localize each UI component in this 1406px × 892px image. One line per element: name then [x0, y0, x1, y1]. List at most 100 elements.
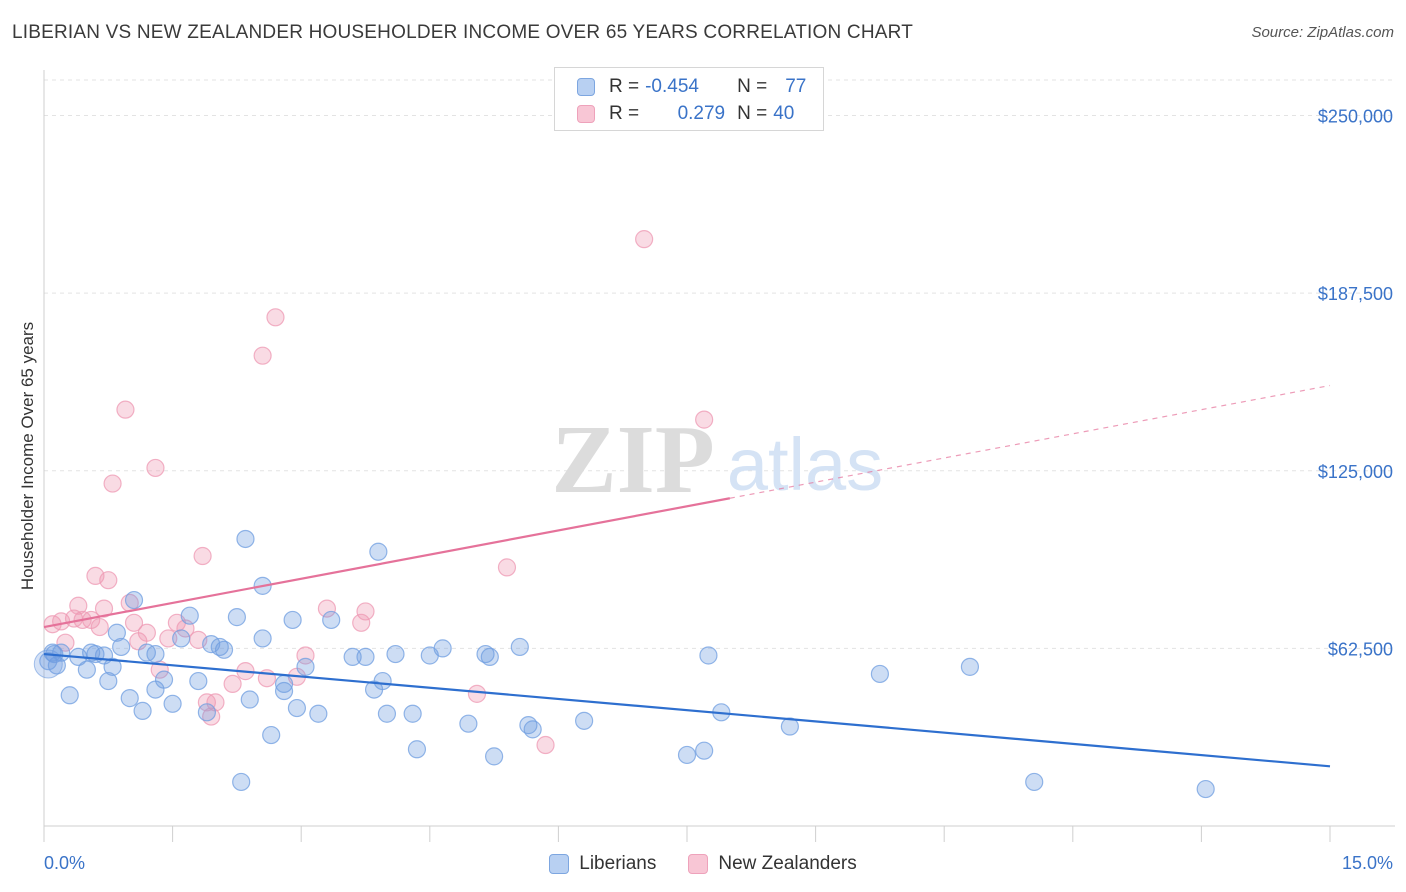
data-point-liberian — [309, 704, 328, 723]
data-point-liberian — [133, 701, 152, 721]
data-point-liberian — [386, 644, 405, 664]
data-point-new-zealander — [90, 617, 109, 637]
legend-r-label: R = — [609, 103, 640, 124]
data-point-new-zealander — [193, 546, 212, 566]
data-point-liberian — [180, 606, 199, 625]
legend-label-new-zealanders: New Zealanders — [718, 853, 857, 874]
data-point-new-zealander — [695, 410, 714, 429]
data-point-liberian — [146, 644, 165, 664]
data-point-new-zealander — [223, 674, 242, 694]
data-point-liberian — [433, 639, 452, 658]
data-point-new-zealander — [356, 602, 375, 621]
data-point-liberian — [172, 629, 191, 648]
watermark: ZIP atlas — [551, 406, 883, 514]
data-point-liberian — [39, 652, 58, 671]
data-point-liberian — [99, 671, 118, 691]
data-point-liberian — [510, 637, 529, 657]
data-point-liberian — [356, 647, 375, 667]
data-point-new-zealander — [69, 596, 88, 615]
data-point-new-zealander — [253, 346, 272, 365]
data-point-new-zealander — [94, 599, 114, 618]
data-point-liberian — [1025, 772, 1044, 792]
data-point-liberian — [870, 664, 890, 684]
data-point-liberian — [124, 590, 144, 610]
data-point-liberian — [283, 610, 302, 630]
data-point-new-zealander — [159, 629, 178, 648]
x-tick-label: 15.0% — [1342, 853, 1393, 873]
data-point-liberian — [377, 704, 397, 723]
y-tick-label: $125,000 — [1318, 462, 1393, 482]
data-point-liberian — [120, 689, 139, 708]
correlation-legend: R = -0.454 N = 77 R = 0.279 N = 40 — [554, 67, 824, 131]
data-point-liberian — [274, 681, 294, 701]
data-point-new-zealander — [352, 613, 371, 632]
legend-n-value: 40 — [773, 103, 795, 124]
legend-r-label: R = — [609, 76, 640, 97]
data-point-new-zealander — [137, 623, 156, 642]
data-point-liberian — [163, 694, 182, 713]
data-point-new-zealander — [497, 558, 517, 577]
data-point-liberian — [403, 704, 422, 723]
data-point-liberian — [407, 740, 427, 759]
legend-swatch-new-zealanders — [688, 854, 709, 874]
data-point-liberian — [287, 698, 307, 718]
data-point-liberian — [575, 711, 594, 730]
data-point-liberian — [780, 717, 799, 736]
trend-line-new-zealanders-projection — [729, 384, 1331, 499]
chart-source: Source: ZipAtlas.com — [1251, 24, 1394, 41]
data-point-liberian — [154, 670, 174, 689]
data-point-new-zealander — [99, 571, 118, 590]
data-point-new-zealander — [124, 613, 144, 632]
data-point-new-zealander — [467, 684, 487, 703]
data-point-liberian — [960, 657, 980, 676]
data-point-liberian — [480, 647, 499, 667]
y-tick-label: $250,000 — [1318, 107, 1393, 127]
liberians-points — [33, 529, 1215, 799]
legend-row-liberians: R = -0.454 N = 77 — [577, 74, 806, 100]
data-point-new-zealander — [146, 458, 165, 478]
legend-swatch-new-zealanders — [577, 105, 595, 123]
legend-r-value: 0.279 — [677, 103, 726, 124]
legend-item-liberians[interactable]: Liberians — [549, 853, 656, 875]
data-point-liberian — [240, 690, 259, 709]
legend-swatch-liberians — [549, 854, 570, 874]
data-point-liberian — [459, 714, 478, 733]
tick-labels: $62,500 $125,000 $187,500 $250,000 0.0% 15.0% — [44, 107, 1393, 873]
data-point-new-zealander — [536, 735, 555, 755]
data-point-new-zealander — [317, 599, 337, 618]
legend-n-label: N = — [737, 76, 768, 97]
data-point-new-zealander — [56, 633, 75, 652]
data-point-liberian — [369, 542, 388, 561]
legend-n-value: 77 — [785, 76, 807, 97]
new-zealanders-points — [43, 230, 714, 755]
x-tick-label: 0.0% — [44, 853, 85, 873]
gridlines — [44, 79, 1395, 649]
legend-n-label: N = — [737, 103, 768, 124]
data-point-new-zealander — [635, 230, 654, 249]
data-point-liberian — [343, 647, 362, 667]
legend-row-new-zealanders: R = 0.279 N = 40 — [577, 101, 794, 127]
trend-lines — [43, 384, 1331, 768]
legend-swatch-liberians — [577, 78, 595, 96]
data-point-liberian — [695, 741, 714, 760]
data-point-liberian — [677, 745, 697, 765]
watermark-zip: ZIP — [551, 406, 714, 514]
data-point-liberian — [699, 646, 718, 665]
data-point-liberian — [60, 686, 79, 705]
data-point-liberian — [274, 674, 294, 694]
watermark-atlas: atlas — [727, 423, 883, 506]
legend-item-new-zealanders[interactable]: New Zealanders — [688, 853, 857, 875]
data-point-liberian — [112, 637, 131, 657]
legend-r-value: -0.454 — [645, 76, 699, 97]
y-tick-label: $62,500 — [1328, 639, 1393, 659]
axes — [43, 70, 1395, 842]
series-legend: Liberians New Zealanders — [0, 851, 1406, 877]
chart-title: LIBERIAN VS NEW ZEALANDER HOUSEHOLDER IN… — [12, 22, 914, 43]
data-point-liberian — [197, 703, 216, 722]
data-point-liberian — [523, 720, 542, 739]
data-point-new-zealander — [116, 400, 135, 419]
data-point-liberian — [296, 657, 315, 676]
data-point-liberian — [1196, 779, 1215, 799]
data-point-liberian — [262, 725, 281, 745]
